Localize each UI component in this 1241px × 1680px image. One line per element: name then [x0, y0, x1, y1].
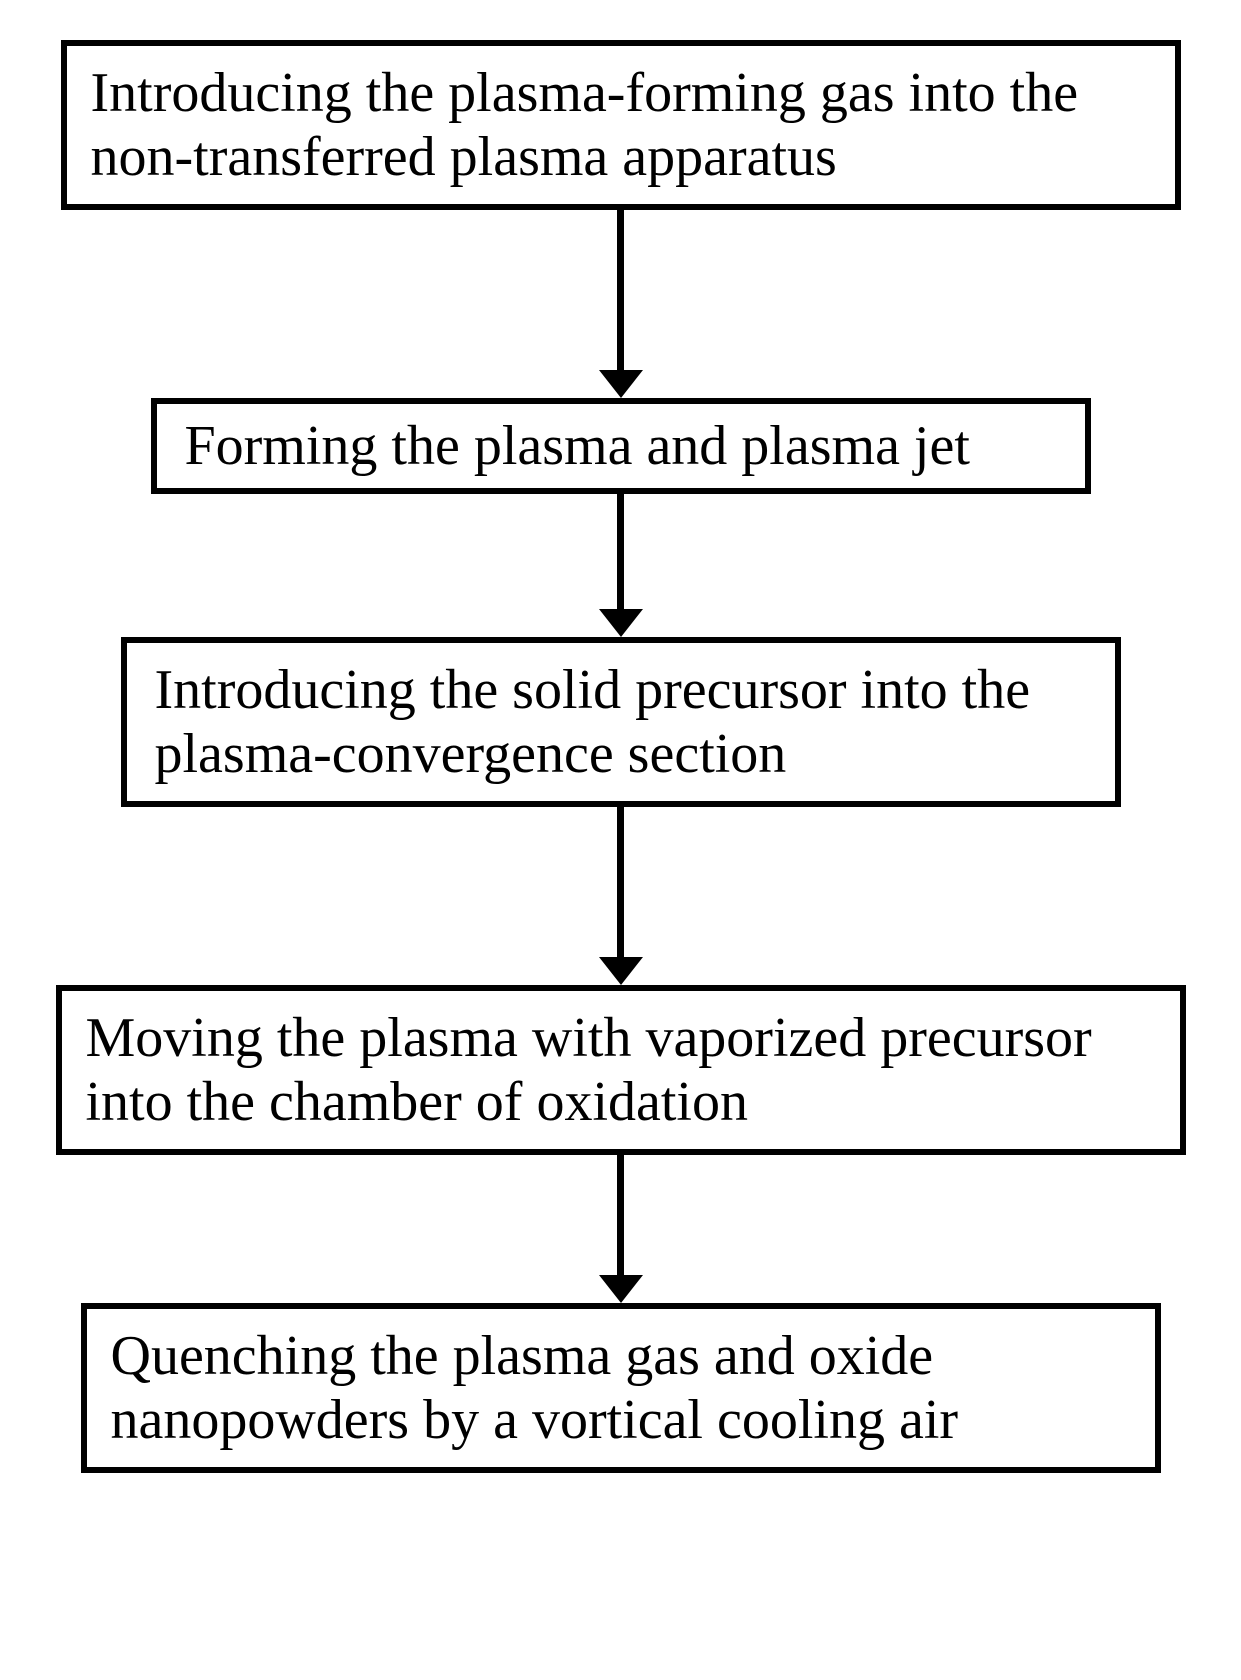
arrow-head-icon: [599, 957, 643, 985]
flow-step-3: Introducing the solid precursor into the…: [121, 637, 1121, 807]
flow-step-4-text: Moving the plasma with vaporized precurs…: [86, 1006, 1156, 1135]
arrow-stem: [617, 210, 624, 370]
flow-arrow-1-2: [599, 210, 643, 398]
arrow-stem: [617, 494, 624, 609]
arrow-stem: [617, 807, 624, 957]
flow-step-4: Moving the plasma with vaporized precurs…: [56, 985, 1186, 1155]
flowchart-container: Introducing the plasma-forming gas into …: [0, 0, 1241, 1473]
flow-step-1-text: Introducing the plasma-forming gas into …: [91, 61, 1151, 190]
flow-step-3-text: Introducing the solid precursor into the…: [155, 658, 1087, 787]
arrow-stem: [617, 1155, 624, 1275]
flow-step-1: Introducing the plasma-forming gas into …: [61, 40, 1181, 210]
arrow-head-icon: [599, 609, 643, 637]
flow-arrow-2-3: [599, 494, 643, 637]
arrow-head-icon: [599, 1275, 643, 1303]
flow-step-5-text: Quenching the plasma gas and oxide nanop…: [111, 1324, 1131, 1453]
flow-step-5: Quenching the plasma gas and oxide nanop…: [81, 1303, 1161, 1473]
flow-arrow-3-4: [599, 807, 643, 985]
arrow-head-icon: [599, 370, 643, 398]
flow-step-2-text: Forming the plasma and plasma jet: [185, 414, 970, 478]
flow-arrow-4-5: [599, 1155, 643, 1303]
flow-step-2: Forming the plasma and plasma jet: [151, 398, 1091, 494]
